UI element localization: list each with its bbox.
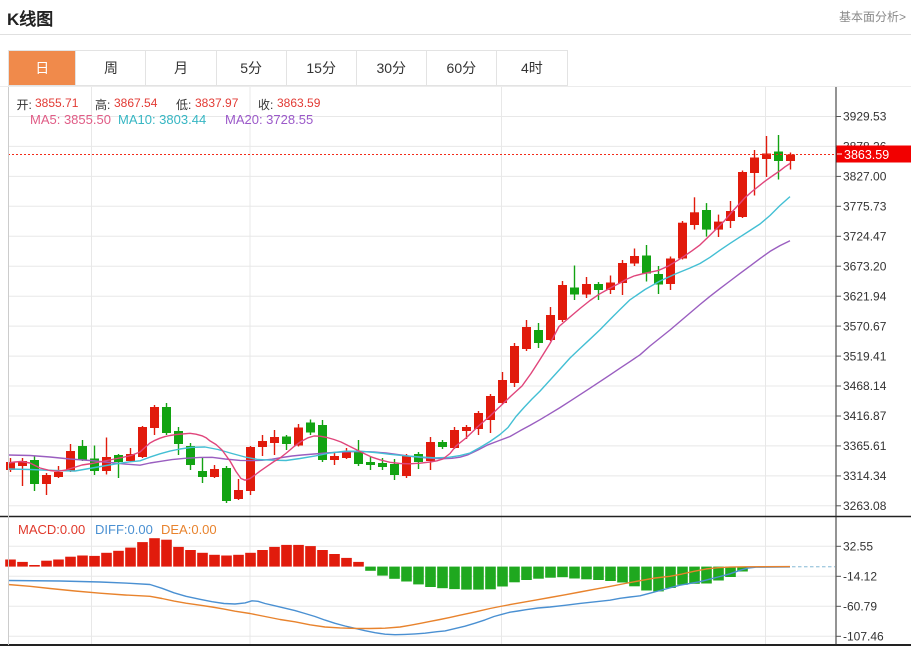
svg-text:3570.67: 3570.67 — [843, 319, 887, 333]
svg-text:32.55: 32.55 — [843, 540, 873, 554]
svg-text:3621.94: 3621.94 — [843, 289, 887, 303]
svg-text:-107.46: -107.46 — [843, 630, 884, 644]
svg-text:3673.20: 3673.20 — [843, 259, 887, 273]
svg-text:3468.14: 3468.14 — [843, 379, 887, 393]
svg-text:3365.61: 3365.61 — [843, 439, 887, 453]
svg-text:3775.73: 3775.73 — [843, 200, 887, 214]
svg-text:3827.00: 3827.00 — [843, 170, 887, 184]
svg-text:3263.08: 3263.08 — [843, 499, 887, 513]
svg-text:3314.34: 3314.34 — [843, 469, 887, 483]
svg-text:3416.87: 3416.87 — [843, 409, 887, 423]
svg-text:3863.59: 3863.59 — [844, 148, 889, 162]
svg-text:-60.79: -60.79 — [843, 600, 877, 614]
svg-text:3724.47: 3724.47 — [843, 230, 887, 244]
svg-text:3519.41: 3519.41 — [843, 349, 887, 363]
svg-text:-14.12: -14.12 — [843, 570, 877, 584]
svg-text:3929.53: 3929.53 — [843, 110, 887, 124]
